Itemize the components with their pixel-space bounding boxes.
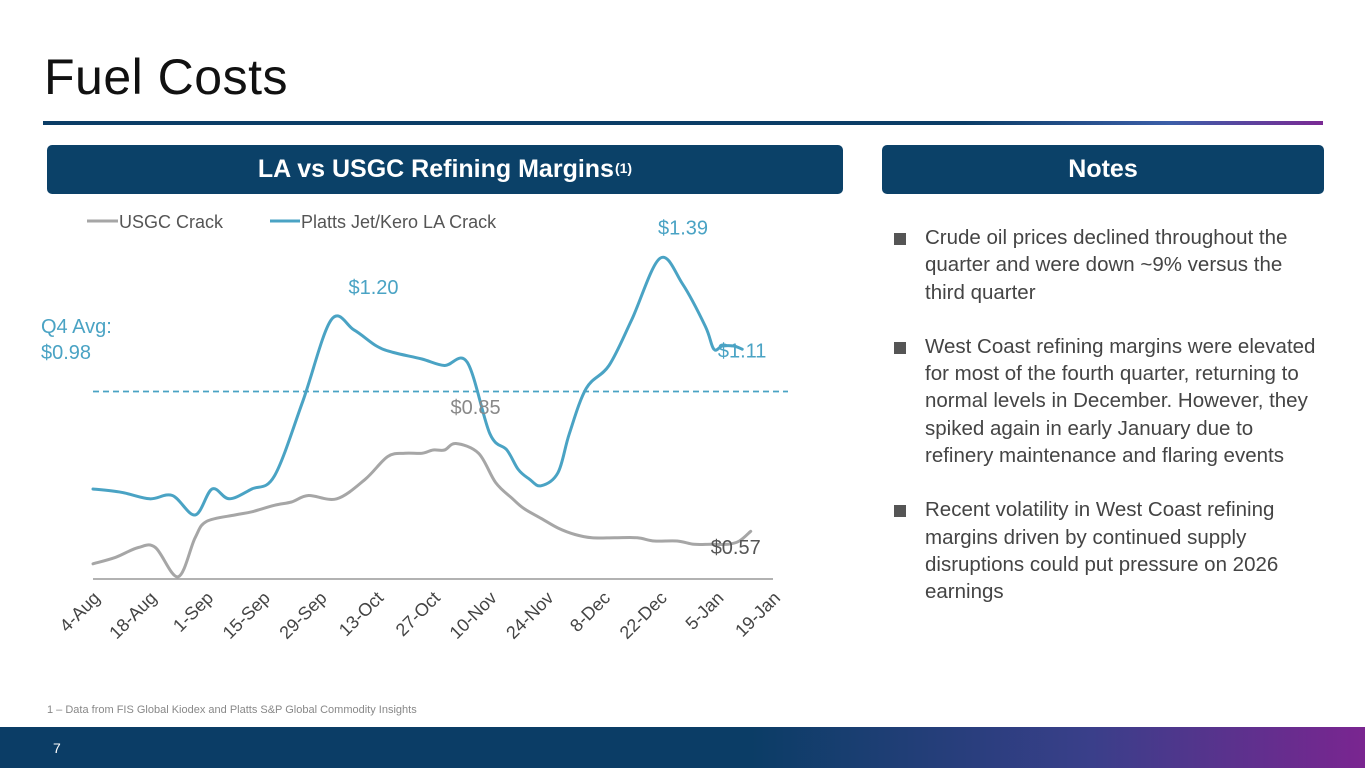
x-tick-label: 5-Jan — [682, 588, 728, 634]
data-labels: $1.20 $1.39 $1.11 $0.85 $0.57 — [349, 217, 767, 559]
x-tick-label: 19-Jan — [731, 588, 784, 641]
note-text: Recent volatility in West Coast refining… — [925, 498, 1279, 604]
notes-panel-title: Notes — [1068, 155, 1138, 183]
data-label: $0.85 — [451, 397, 501, 419]
x-tick-label: 8-Dec — [566, 588, 614, 636]
title-rule — [43, 121, 1323, 125]
legend-usgc-label: USGC Crack — [119, 212, 224, 232]
x-tick-label: 1-Sep — [169, 588, 217, 636]
data-label: $1.39 — [658, 217, 708, 239]
x-tick-label: 24-Nov — [502, 588, 557, 643]
bullet-square-icon — [894, 505, 906, 518]
source-footnote: 1 – Data from FIS Global Kiodex and Plat… — [47, 704, 417, 716]
footer-bar — [0, 727, 1365, 768]
x-tick-label: 13-Oct — [335, 588, 387, 640]
page-number: 7 — [53, 740, 61, 756]
note-item: Crude oil prices declined throughout the… — [894, 224, 1324, 306]
series-usgc-line — [91, 442, 753, 579]
note-item: West Coast refining margins were elevate… — [894, 333, 1324, 469]
x-tick-label: 27-Oct — [392, 588, 444, 640]
chart-panel-title: LA vs USGC Refining Margins — [257, 155, 614, 183]
refining-margins-chart: USGC Crack Platts Jet/Kero LA Crack Q4 A… — [41, 212, 788, 643]
x-tick-label: 22-Dec — [616, 588, 671, 643]
data-label: $1.11 — [718, 340, 767, 362]
legend-platts-label: Platts Jet/Kero LA Crack — [301, 212, 497, 232]
x-tick-label: 29-Sep — [275, 588, 330, 643]
q4-average-value: $0.98 — [41, 342, 91, 364]
chart-panel-header: LA vs USGC Refining Margins (1) — [47, 145, 843, 194]
bullet-square-icon — [894, 341, 906, 354]
x-tick-label: 10-Nov — [446, 588, 501, 643]
data-label: $0.57 — [711, 537, 761, 559]
chart-legend: USGC Crack Platts Jet/Kero LA Crack — [87, 212, 497, 232]
note-text: West Coast refining margins were elevate… — [925, 334, 1316, 468]
notes-panel-header: Notes — [882, 145, 1324, 194]
bullet-square-icon — [894, 233, 906, 245]
x-tick-label: 4-Aug — [56, 588, 104, 636]
q4-average-label: Q4 Avg: — [41, 316, 112, 338]
page-title: Fuel Costs — [44, 49, 288, 105]
series-platts-line — [91, 255, 744, 517]
chart-panel-footnote-marker: (1) — [614, 159, 633, 176]
data-label: $1.20 — [349, 277, 399, 299]
x-axis-tick-labels: 4-Aug 18-Aug 1-Sep 15-Sep 29-Sep 13-Oct 27-Oct… — [56, 588, 785, 643]
note-item: Recent volatility in West Coast refining… — [894, 496, 1324, 605]
note-text: Crude oil prices declined throughout the… — [925, 226, 1288, 304]
notes-list: Crude oil prices declined throughout the… — [894, 224, 1324, 633]
x-tick-label: 15-Sep — [219, 588, 274, 643]
x-tick-label: 18-Aug — [105, 588, 160, 643]
